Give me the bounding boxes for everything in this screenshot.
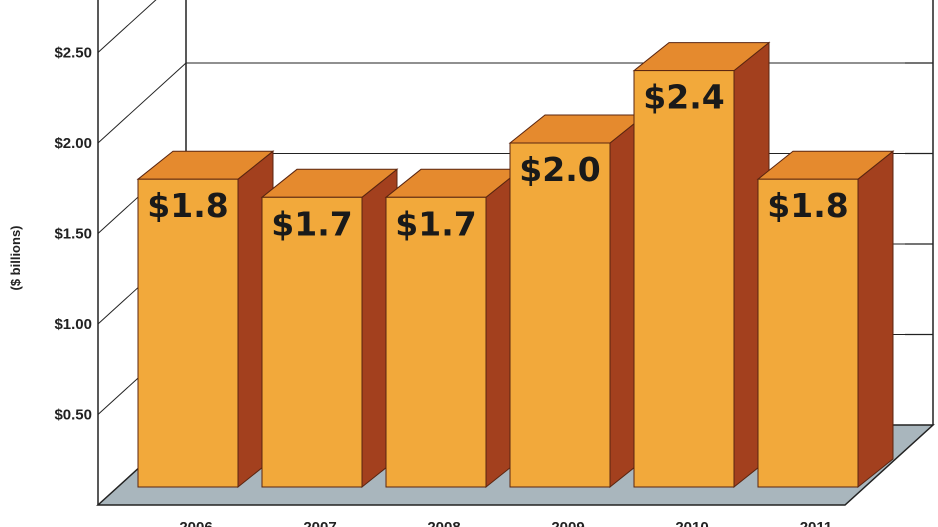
bar-side <box>857 150 894 489</box>
x-tick-label: 2009 <box>551 519 584 527</box>
bar-2008: $1.7 <box>384 168 523 489</box>
data-label: $1.8 <box>767 186 848 225</box>
y-tick-label: $1.50 <box>54 226 92 243</box>
x-tick-label: 2006 <box>179 519 212 527</box>
y-tick-label: $1.00 <box>54 316 92 333</box>
gridline-side-3 <box>97 62 187 144</box>
y-axis-ticks: $0.50 $1.00 $1.50 $2.00 $2.50 <box>54 45 92 424</box>
y-axis-label: ($ billions) <box>8 226 23 291</box>
gridline-side-4 <box>97 0 157 53</box>
y-tick-label: $2.00 <box>54 135 92 152</box>
x-tick-label: 2008 <box>427 519 460 527</box>
bar-front <box>509 142 611 488</box>
data-label: $1.8 <box>147 186 228 225</box>
bar-2009: $2.0 <box>508 113 647 489</box>
bar-front <box>385 196 487 488</box>
y-tick-label: $2.50 <box>54 45 92 62</box>
bars: $1.8 $1.7 $1.7 $2.0 $2.4 $1.8 <box>136 41 895 489</box>
data-label: $1.7 <box>395 204 476 243</box>
data-label: $2.4 <box>643 78 724 117</box>
y-tick-label: $0.50 <box>54 407 92 424</box>
x-tick-label: 2011 <box>800 519 833 527</box>
x-tick-label: 2007 <box>303 519 336 527</box>
x-axis-ticks: 2006 2007 2008 2009 2010 2011 <box>179 519 832 527</box>
bar-front <box>137 178 239 488</box>
bar-2010: $2.4 <box>632 41 771 489</box>
x-tick-label: 2010 <box>675 519 708 527</box>
bar-front <box>261 196 363 488</box>
bar-2011: $1.8 <box>756 150 895 489</box>
data-label: $1.7 <box>271 204 352 243</box>
data-label: $2.0 <box>519 150 600 189</box>
bar-2006: $1.8 <box>136 150 275 489</box>
bar-2007: $1.7 <box>260 168 399 489</box>
bar-front <box>757 178 859 488</box>
bar-front <box>633 70 735 488</box>
